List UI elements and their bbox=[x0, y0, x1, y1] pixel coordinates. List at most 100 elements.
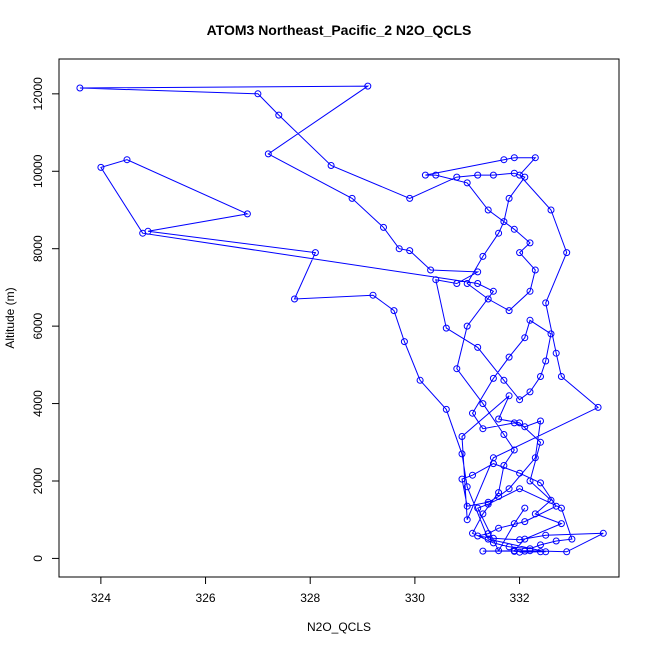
data-point bbox=[516, 249, 524, 257]
data-point bbox=[542, 357, 550, 365]
data-point bbox=[542, 531, 550, 539]
data-point bbox=[458, 433, 466, 440]
y-tick-label: 10000 bbox=[31, 154, 45, 188]
data-point bbox=[516, 485, 524, 493]
x-axis-label: N2O_QCLS bbox=[307, 620, 371, 634]
data-point bbox=[505, 392, 513, 400]
data-point bbox=[463, 322, 471, 330]
data-point bbox=[510, 520, 518, 528]
data-point bbox=[243, 210, 251, 218]
data-point bbox=[521, 518, 529, 526]
x-axis: 324 326 328 330 332 bbox=[91, 576, 530, 605]
data-point bbox=[495, 415, 503, 423]
data-point bbox=[557, 520, 565, 528]
data-point bbox=[510, 446, 518, 454]
data-point bbox=[463, 516, 471, 524]
data-point bbox=[526, 316, 534, 324]
data-point bbox=[557, 504, 565, 512]
data-point bbox=[537, 438, 544, 446]
data-point bbox=[563, 548, 571, 556]
data-point bbox=[521, 423, 529, 431]
data-point bbox=[542, 299, 550, 307]
data-point bbox=[599, 529, 607, 537]
data-point bbox=[495, 524, 503, 532]
data-point bbox=[489, 374, 497, 382]
data-point bbox=[537, 417, 544, 425]
y-tick-label: 6000 bbox=[31, 312, 45, 339]
data-point bbox=[474, 504, 482, 512]
data-point bbox=[489, 539, 497, 547]
data-point bbox=[489, 287, 497, 295]
series-layer bbox=[76, 82, 607, 556]
y-tick-label: 12000 bbox=[31, 77, 45, 111]
data-point bbox=[552, 537, 560, 545]
data-point bbox=[484, 498, 492, 506]
data-point bbox=[521, 504, 529, 512]
x-tick-label: 324 bbox=[91, 591, 111, 605]
data-point bbox=[557, 373, 565, 380]
data-point bbox=[479, 400, 487, 408]
data-point bbox=[526, 287, 534, 295]
data-point bbox=[76, 84, 84, 92]
data-point bbox=[380, 223, 387, 231]
data-point bbox=[510, 225, 518, 233]
data-point bbox=[516, 536, 524, 544]
data-point bbox=[469, 409, 476, 417]
data-point bbox=[500, 376, 508, 384]
data-point bbox=[489, 454, 497, 462]
data-point bbox=[390, 307, 398, 315]
data-point bbox=[505, 543, 513, 551]
data-point bbox=[521, 535, 529, 543]
data-point bbox=[254, 90, 262, 98]
data-point bbox=[526, 547, 534, 555]
data-point bbox=[526, 388, 534, 396]
data-point bbox=[526, 477, 534, 485]
data-point bbox=[469, 529, 476, 537]
data-point bbox=[427, 266, 435, 274]
data-point bbox=[510, 419, 518, 427]
data-point bbox=[406, 247, 414, 255]
data-point bbox=[369, 291, 377, 299]
data-point bbox=[531, 510, 539, 518]
data-point bbox=[526, 239, 534, 247]
data-point bbox=[416, 376, 424, 384]
data-point bbox=[537, 548, 544, 556]
data-point bbox=[463, 179, 471, 187]
data-point bbox=[479, 547, 487, 555]
data-point bbox=[500, 156, 508, 164]
data-point bbox=[453, 280, 461, 287]
x-tick-label: 328 bbox=[300, 591, 320, 605]
y-axis-label: Altitude (m) bbox=[3, 287, 17, 348]
data-point bbox=[505, 485, 513, 493]
data-point bbox=[495, 489, 503, 497]
data-point bbox=[495, 493, 503, 500]
y-tick-label: 4000 bbox=[31, 390, 45, 417]
data-point bbox=[531, 154, 539, 162]
data-point bbox=[484, 206, 492, 214]
data-point bbox=[139, 229, 147, 237]
data-point bbox=[442, 324, 450, 332]
data-point bbox=[463, 502, 471, 510]
data-point bbox=[458, 475, 466, 483]
data-point bbox=[495, 229, 503, 237]
data-point bbox=[537, 373, 544, 380]
data-point bbox=[479, 510, 487, 518]
data-point bbox=[442, 405, 450, 413]
series-line bbox=[79, 85, 604, 553]
data-point bbox=[484, 295, 492, 303]
chart-title: ATOM3 Northeast_Pacific_2 N2O_QCLS bbox=[207, 22, 472, 38]
x-tick-label: 330 bbox=[405, 591, 425, 605]
data-point bbox=[364, 82, 372, 90]
data-point bbox=[453, 365, 461, 373]
data-point bbox=[500, 431, 508, 438]
data-point bbox=[505, 194, 513, 202]
data-point bbox=[537, 541, 544, 549]
y-tick-label: 8000 bbox=[31, 235, 45, 262]
data-point bbox=[552, 349, 560, 357]
data-point bbox=[594, 403, 602, 411]
x-tick-label: 332 bbox=[510, 591, 530, 605]
data-point bbox=[463, 483, 471, 491]
data-point bbox=[264, 150, 272, 158]
data-point bbox=[458, 450, 466, 458]
